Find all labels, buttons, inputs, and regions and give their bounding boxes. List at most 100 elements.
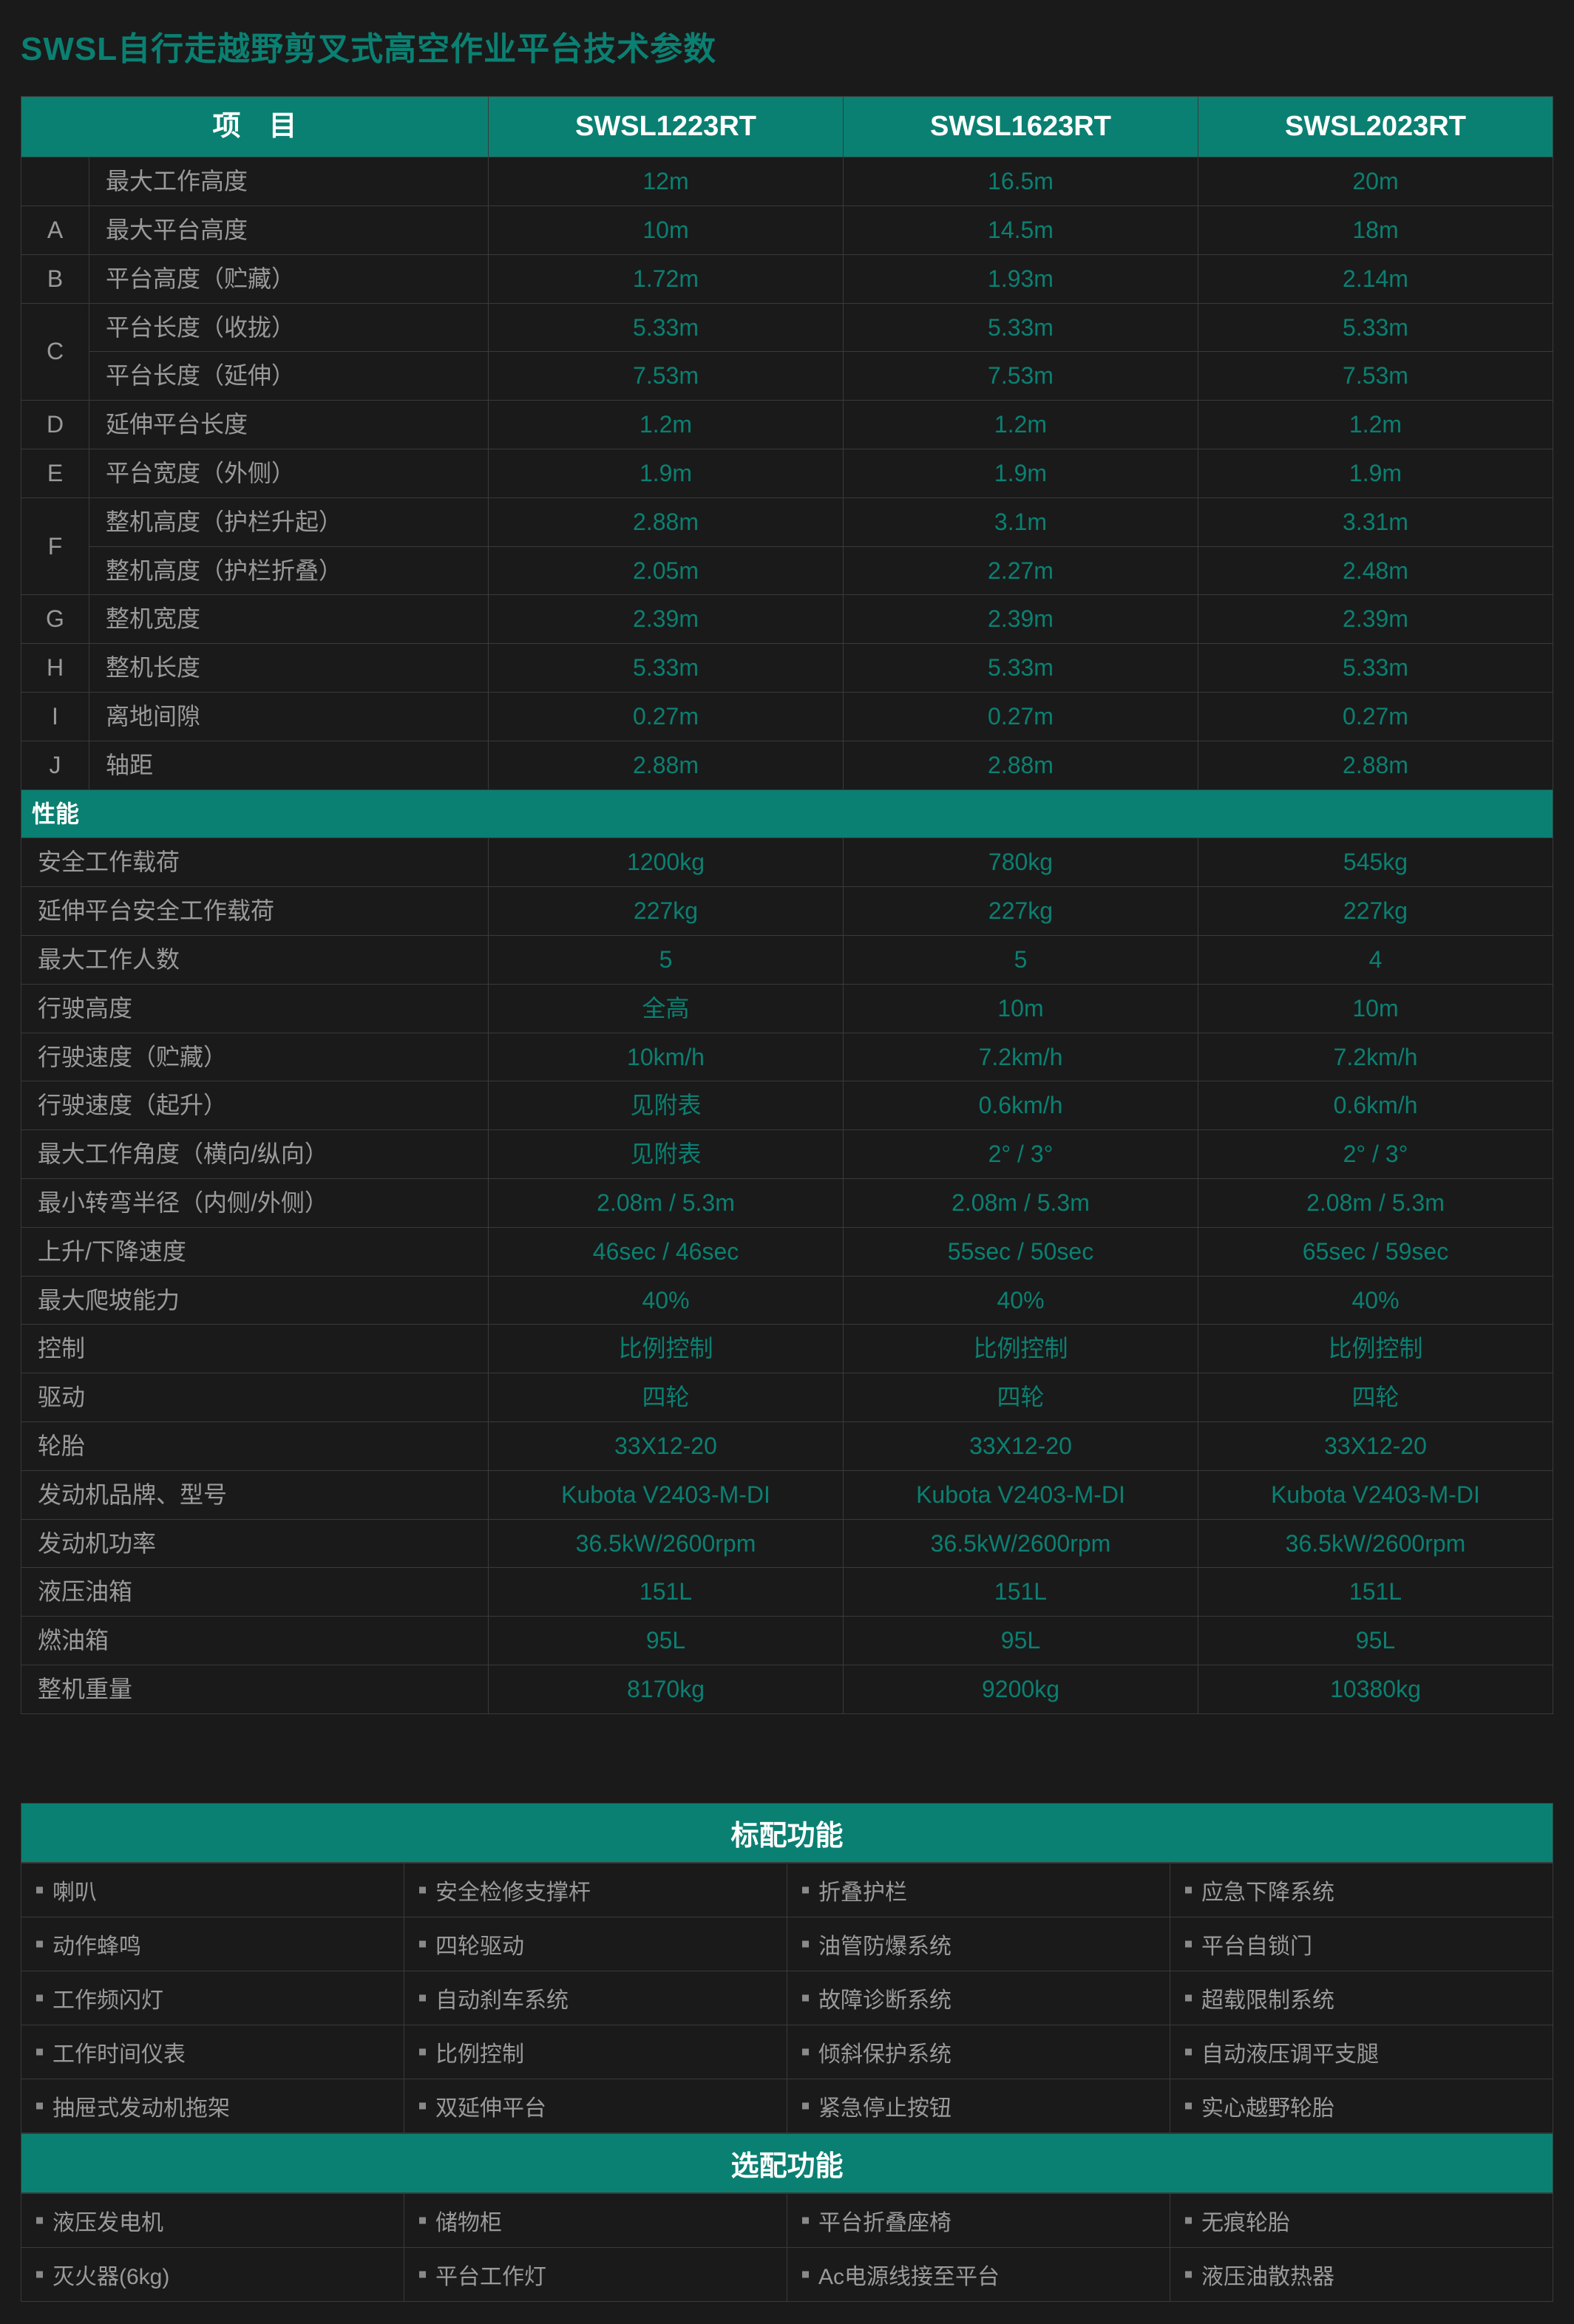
table-row: B平台高度（贮藏）1.72m1.93m2.14m [21,254,1553,303]
table-row: 整机重量8170kg9200kg10380kg [21,1665,1553,1713]
row-value: 65sec / 59sec [1198,1227,1553,1276]
row-value: Kubota V2403-M-DI [844,1470,1198,1519]
row-label: 离地间隙 [89,692,489,741]
feature-item: 紧急停止按钮 [787,2079,1170,2133]
row-value: 1.9m [489,449,844,497]
row-value: 2.88m [489,741,844,789]
feature-item: 超载限制系统 [1170,1971,1553,2025]
row-value: 40% [844,1276,1198,1325]
row-value: 36.5kW/2600rpm [1198,1519,1553,1568]
feature-item: 自动液压调平支腿 [1170,2025,1553,2079]
section-label: 性能 [21,789,1553,838]
feature-item: 平台折叠座椅 [787,2193,1170,2247]
table-row: 最大工作人数554 [21,935,1553,984]
row-label: 延伸平台长度 [89,401,489,449]
row-value: 95L [844,1617,1198,1665]
row-label: 整机高度（护栏升起） [89,497,489,546]
row-value: 95L [489,1617,844,1665]
row-value: 14.5m [844,205,1198,254]
feature-item: 工作频闪灯 [21,1971,404,2025]
row-label: 最小转弯半径（内侧/外侧） [21,1178,489,1227]
row-value: 151L [489,1568,844,1617]
feature-item: 储物柜 [404,2193,787,2247]
feature-row: 动作蜂鸣四轮驱动油管防爆系统平台自锁门 [21,1917,1553,1971]
row-label: 平台长度（收拢） [89,303,489,352]
row-value: 1.9m [844,449,1198,497]
spec-body-dimensions: 最大工作高度12m16.5m20mA最大平台高度10m14.5m18mB平台高度… [21,157,1553,789]
feature-item: 安全检修支撑杆 [404,1863,787,1917]
row-letter: E [21,449,89,497]
spec-section-performance: 性能 [21,789,1553,838]
table-row: 最大爬坡能力40%40%40% [21,1276,1553,1325]
row-value: 2.14m [1198,254,1553,303]
row-label: 发动机功率 [21,1519,489,1568]
row-value: 7.53m [489,352,844,401]
row-value: 0.6km/h [1198,1081,1553,1130]
row-label: 安全工作载荷 [21,838,489,887]
row-label: 最大爬坡能力 [21,1276,489,1325]
row-value: 7.53m [844,352,1198,401]
row-value: 2.08m / 5.3m [489,1178,844,1227]
row-letter: I [21,692,89,741]
row-value: 151L [1198,1568,1553,1617]
row-value: Kubota V2403-M-DI [1198,1470,1553,1519]
spec-body-performance: 安全工作载荷1200kg780kg545kg延伸平台安全工作载荷227kg227… [21,838,1553,1713]
optional-features-grid: 液压发电机储物柜平台折叠座椅无痕轮胎灭火器(6kg)平台工作灯Ac电源线接至平台… [21,2193,1553,2302]
table-row: 行驶速度（贮藏）10km/h7.2km/h7.2km/h [21,1033,1553,1081]
table-row: 延伸平台安全工作载荷227kg227kg227kg [21,887,1553,936]
page-title: SWSL自行走越野剪叉式高空作业平台技术参数 [21,22,1553,69]
feature-item: 抽屉式发动机拖架 [21,2079,404,2133]
row-value: 1.2m [1198,401,1553,449]
row-value: 2° / 3° [844,1130,1198,1179]
standard-features-grid: 喇叭安全检修支撑杆折叠护栏应急下降系统动作蜂鸣四轮驱动油管防爆系统平台自锁门工作… [21,1863,1553,2133]
row-value: 见附表 [489,1081,844,1130]
row-label: 最大工作人数 [21,935,489,984]
row-value: 1.2m [489,401,844,449]
row-value: 0.27m [1198,692,1553,741]
feature-item: 动作蜂鸣 [21,1917,404,1971]
row-letter: B [21,254,89,303]
table-row: A最大平台高度10m14.5m18m [21,205,1553,254]
row-label: 燃油箱 [21,1617,489,1665]
row-label: 平台高度（贮藏） [89,254,489,303]
row-value: 2.08m / 5.3m [844,1178,1198,1227]
row-value: 7.2km/h [1198,1033,1553,1081]
row-value: 33X12-20 [1198,1421,1553,1470]
row-value: 16.5m [844,157,1198,206]
row-value: 5 [489,935,844,984]
table-row: 行驶高度全高10m10m [21,984,1553,1033]
row-value: 227kg [844,887,1198,936]
row-value: 12m [489,157,844,206]
row-value: 3.1m [844,497,1198,546]
feature-item: 无痕轮胎 [1170,2193,1553,2247]
row-value: 2.39m [489,595,844,644]
header-model-2: SWSL1623RT [844,97,1198,157]
row-label: 驱动 [21,1373,489,1422]
row-value: 1.2m [844,401,1198,449]
feature-item: 双延伸平台 [404,2079,787,2133]
row-value: 2.88m [844,741,1198,789]
feature-item: 喇叭 [21,1863,404,1917]
row-value: 1200kg [489,838,844,887]
row-value: 10m [489,205,844,254]
feature-item: 灭火器(6kg) [21,2247,404,2301]
table-row: 整机高度（护栏折叠）2.05m2.27m2.48m [21,546,1553,595]
row-label: 延伸平台安全工作载荷 [21,887,489,936]
feature-item: Ac电源线接至平台 [787,2247,1170,2301]
spec-table-head: 项 目 SWSL1223RT SWSL1623RT SWSL2023RT [21,97,1553,157]
table-row: F整机高度（护栏升起）2.88m3.1m3.31m [21,497,1553,546]
row-label: 最大平台高度 [89,205,489,254]
feature-item: 液压发电机 [21,2193,404,2247]
standard-features-title: 标配功能 [21,1803,1553,1863]
row-letter: J [21,741,89,789]
row-value: 见附表 [489,1130,844,1179]
row-value: 780kg [844,838,1198,887]
row-letter: D [21,401,89,449]
row-value: 2.88m [1198,741,1553,789]
table-row: 控制比例控制比例控制比例控制 [21,1325,1553,1373]
row-value: 5.33m [1198,644,1553,693]
table-row: 发动机品牌、型号Kubota V2403-M-DIKubota V2403-M-… [21,1470,1553,1519]
table-row: H整机长度5.33m5.33m5.33m [21,644,1553,693]
row-label: 轮胎 [21,1421,489,1470]
feature-item: 自动刹车系统 [404,1971,787,2025]
